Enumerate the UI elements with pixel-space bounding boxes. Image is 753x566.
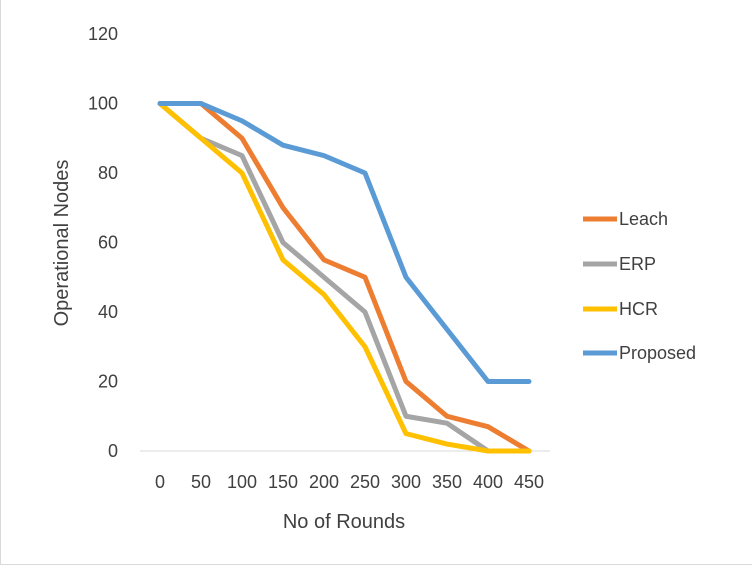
x-tick-label: 300	[391, 472, 421, 492]
y-axis-title: Operational Nodes	[51, 160, 73, 327]
series-line-erp	[157, 101, 532, 454]
y-tick-label: 20	[98, 372, 118, 392]
y-tick-label: 60	[98, 233, 118, 253]
legend-label: Proposed	[619, 343, 696, 363]
y-axis-ticks: 0 20 40 60 80 100 120	[88, 24, 118, 461]
y-tick-label: 0	[108, 441, 118, 461]
series-line-leach	[157, 101, 532, 454]
legend-label: HCR	[619, 299, 658, 319]
x-axis-ticks: 0 50 100 150 200 250 300 350 400 450	[155, 472, 544, 492]
legend-item-proposed: Proposed	[583, 343, 696, 363]
x-axis-title: No of Rounds	[283, 511, 405, 533]
y-tick-label: 100	[88, 94, 118, 114]
x-tick-label: 50	[191, 472, 211, 492]
x-tick-label: 0	[155, 472, 165, 492]
legend: Leach ERP HCR Proposed	[583, 209, 696, 363]
x-tick-label: 350	[432, 472, 462, 492]
y-tick-label: 120	[88, 24, 118, 44]
x-tick-label: 100	[227, 472, 257, 492]
legend-label: ERP	[619, 254, 656, 274]
x-tick-label: 400	[473, 472, 503, 492]
series-line-proposed	[157, 101, 532, 384]
legend-item-hcr: HCR	[583, 299, 658, 319]
x-tick-label: 450	[514, 472, 544, 492]
x-tick-label: 250	[350, 472, 380, 492]
y-tick-label: 40	[98, 302, 118, 322]
legend-item-leach: Leach	[583, 209, 668, 229]
x-tick-label: 150	[268, 472, 298, 492]
series-line-hcr	[157, 101, 532, 454]
plot-area	[140, 101, 550, 454]
legend-item-erp: ERP	[583, 254, 656, 274]
legend-label: Leach	[619, 209, 668, 229]
x-tick-label: 200	[309, 472, 339, 492]
y-tick-label: 80	[98, 163, 118, 183]
